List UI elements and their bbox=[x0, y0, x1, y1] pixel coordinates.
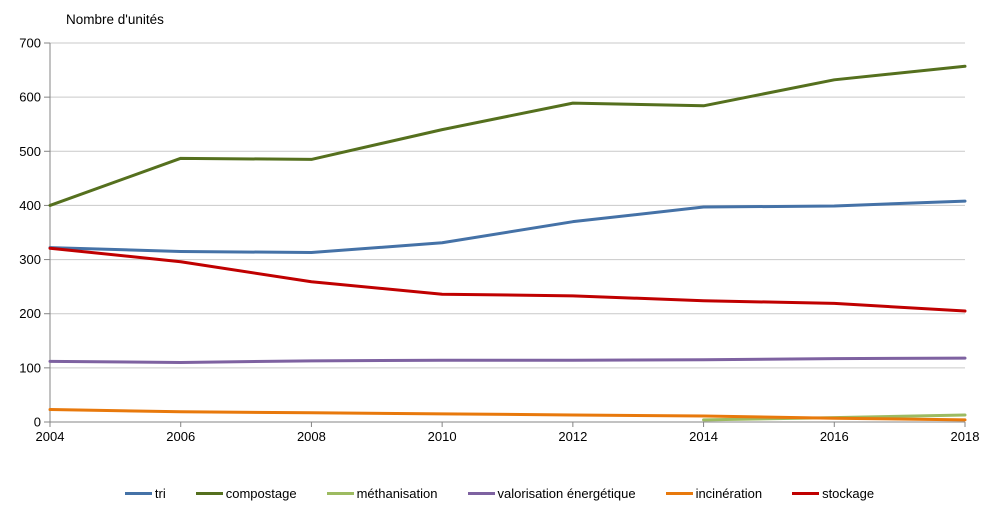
y-tick-label-0: 0 bbox=[34, 415, 41, 430]
x-tick-label-2012: 2012 bbox=[558, 429, 587, 444]
legend-line-swatch-methanisation bbox=[326, 492, 354, 495]
y-tick-label-500: 500 bbox=[19, 144, 41, 159]
series-line-tri bbox=[48, 199, 967, 255]
series-line-compostage bbox=[48, 64, 967, 207]
y-tick-label-200: 200 bbox=[19, 306, 41, 321]
y-tick-label-300: 300 bbox=[19, 252, 41, 267]
y-tick-label-100: 100 bbox=[19, 360, 41, 375]
legend-label: stockage bbox=[822, 486, 875, 501]
x-tick-label-2014: 2014 bbox=[689, 429, 718, 444]
x-tick-label-2018: 2018 bbox=[951, 429, 980, 444]
legend-line-swatch-incineration bbox=[665, 492, 693, 495]
series-line-stockage bbox=[48, 246, 967, 313]
legend-item-methanisation: méthanisation bbox=[326, 486, 438, 501]
chart-legend: tri compostage méthanisation valorisation é… bbox=[0, 486, 999, 501]
series-line-incineration bbox=[48, 408, 967, 422]
chart-title: Nombre d'unités bbox=[66, 12, 164, 27]
x-tick-label-2004: 2004 bbox=[36, 429, 65, 444]
y-tick-label-400: 400 bbox=[19, 198, 41, 213]
legend-item-incineration: incinération bbox=[665, 486, 763, 501]
legend-label: compostage bbox=[225, 486, 297, 501]
x-tick-label-2010: 2010 bbox=[428, 429, 457, 444]
legend-label: tri bbox=[154, 486, 166, 501]
x-tick-label-2006: 2006 bbox=[166, 429, 195, 444]
legend-line-swatch-stockage bbox=[792, 492, 820, 495]
legend-label: méthanisation bbox=[356, 486, 438, 501]
legend-item-tri: tri bbox=[124, 486, 166, 501]
y-tick-label-600: 600 bbox=[19, 90, 41, 105]
legend-line-swatch-tri bbox=[124, 492, 152, 495]
legend-item-compostage: compostage bbox=[195, 486, 297, 501]
legend-label: valorisation énergétique bbox=[497, 486, 636, 501]
y-tick-label-700: 700 bbox=[19, 36, 41, 51]
legend-item-stockage: stockage bbox=[792, 486, 874, 501]
x-tick-label-2016: 2016 bbox=[820, 429, 849, 444]
series-line-valorisation-energetique bbox=[48, 356, 967, 364]
legend-item-valorisation-energetique: valorisation énergétique bbox=[467, 486, 636, 501]
legend-label: incinération bbox=[695, 486, 763, 501]
x-tick-label-2008: 2008 bbox=[297, 429, 326, 444]
legend-line-swatch-valorisation-energetique bbox=[467, 492, 495, 495]
legend-line-swatch-compostage bbox=[195, 492, 223, 495]
